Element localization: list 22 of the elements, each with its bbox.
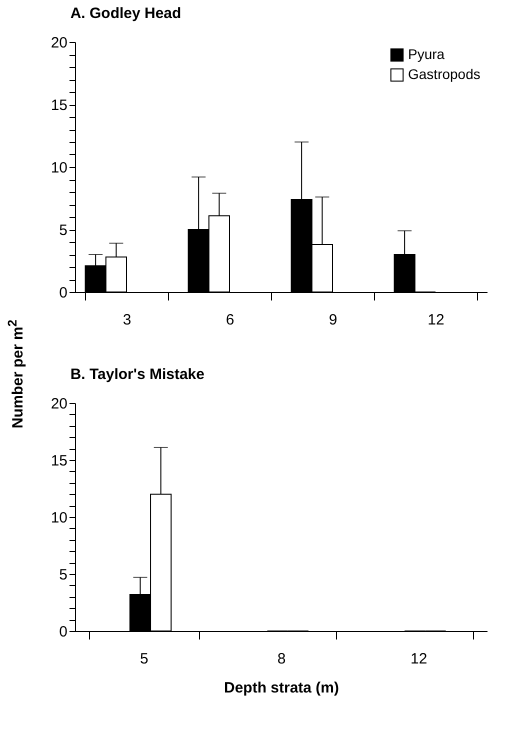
x-tick-label: 9 [328, 312, 338, 328]
y-tick-label: 20 [50, 396, 68, 412]
chart-title: A. Godley Head [70, 5, 182, 22]
y-tick-label: 0 [59, 624, 68, 640]
y-tick-label: 20 [50, 34, 68, 52]
chart-title: B. Taylor's Mistake [70, 366, 205, 383]
x-tick-label: 6 [226, 312, 234, 328]
y-tick-label: 10 [50, 510, 68, 526]
x-axis-title: Depth strata (m) [224, 680, 340, 696]
x-tick-label: 3 [122, 312, 132, 328]
y-tick-label: 15 [50, 452, 68, 470]
y-tick-label: 0 [59, 284, 68, 302]
y-tick-label: 15 [50, 97, 68, 114]
y-tick-label: 5 [59, 566, 68, 584]
y-tick-label: 10 [50, 160, 68, 176]
y-tick-label: 5 [59, 222, 68, 239]
legend-label: Gastropods [408, 66, 480, 82]
x-tick-label: 5 [140, 650, 148, 668]
x-tick-label: 12 [410, 650, 428, 668]
legend-label: Pyura [408, 46, 445, 62]
x-tick-label: 12 [428, 312, 444, 328]
x-tick-label: 8 [277, 650, 286, 668]
